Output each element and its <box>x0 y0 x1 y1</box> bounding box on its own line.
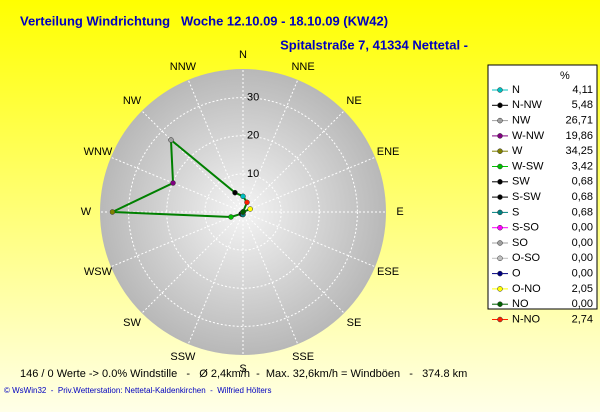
r-tick-label: 10 <box>247 168 259 180</box>
legend-value: 2,74 <box>572 313 593 325</box>
axis-label: E <box>396 206 403 218</box>
legend-label: S-SW <box>512 191 541 203</box>
axis-label: N <box>239 49 247 61</box>
grid-ring <box>204 173 282 251</box>
point <box>244 199 250 206</box>
grid-ring <box>128 97 358 327</box>
axis-label: ENE <box>377 146 400 158</box>
legend-marker <box>497 163 503 170</box>
credits: © WsWin32 - Priv.Wetterstation: Nettetal… <box>4 386 271 395</box>
legend-value: 5,48 <box>572 99 593 111</box>
legend-value: 3,42 <box>572 160 593 172</box>
legend-value: 0,00 <box>572 268 593 280</box>
axis-label: SE <box>347 317 362 329</box>
legend-title: % <box>560 70 570 82</box>
legend-marker <box>497 224 503 231</box>
axis-label: WNW <box>84 146 113 158</box>
legend-label: S-SO <box>512 222 539 234</box>
point <box>170 180 176 186</box>
legend-marker <box>497 255 503 262</box>
axis-label: NNW <box>170 61 197 73</box>
point <box>109 209 116 215</box>
legend-marker <box>497 270 503 277</box>
legend-value: 2,05 <box>572 283 593 295</box>
axis-label: NE <box>346 95 361 107</box>
legend-value: 26,71 <box>565 115 593 127</box>
legend-marker <box>497 102 503 109</box>
legend-label: O-NO <box>512 283 541 295</box>
point <box>168 137 174 143</box>
legend-label: NW <box>512 115 531 127</box>
legend-label: O <box>512 268 521 280</box>
axis-label: NW <box>123 95 142 107</box>
legend-marker <box>497 301 503 307</box>
legend-label: N-NO <box>512 313 541 325</box>
legend-value: 4,11 <box>572 84 593 96</box>
legend-value: 0,00 <box>572 252 593 264</box>
legend-value: 19,86 <box>565 130 593 142</box>
legend-label: SO <box>512 237 528 249</box>
legend-marker <box>497 133 503 139</box>
legend-marker <box>497 87 503 93</box>
legend-value: 0,68 <box>572 191 593 203</box>
legend-label: N <box>512 84 520 96</box>
axis-label: WSW <box>84 266 113 278</box>
legend-marker <box>497 316 503 323</box>
axis-label: W <box>81 206 92 218</box>
legend-value: 0,68 <box>572 176 593 188</box>
legend-label: S <box>512 206 519 218</box>
point <box>228 214 234 220</box>
footer: 146 / 0 Werte -> 0.0% Windstille - Ø 2,4… <box>20 368 467 380</box>
point <box>240 209 246 215</box>
r-tick-label: 30 <box>247 92 259 104</box>
axis-label: SSW <box>170 351 196 363</box>
legend-marker <box>497 209 503 216</box>
legend-label: SW <box>512 176 530 188</box>
chart-subtitle: Spitalstraße 7, 41334 Nettetal - <box>280 37 468 52</box>
grid-ring <box>166 135 320 289</box>
legend-value: 0,00 <box>572 222 593 234</box>
legend-marker <box>497 179 503 185</box>
legend-marker <box>497 148 503 154</box>
legend-marker <box>497 117 503 124</box>
legend-value: 0,68 <box>572 206 593 218</box>
axis-label: ESE <box>377 266 399 278</box>
legend-label: O-SO <box>512 252 541 264</box>
legend-label: NO <box>512 298 529 310</box>
legend-label: W-NW <box>512 130 545 142</box>
chart-title: Verteilung Windrichtung Woche 12.10.09 -… <box>20 13 388 28</box>
legend-label: W <box>512 145 523 157</box>
legend-marker <box>497 194 503 200</box>
axis-label: SW <box>123 317 141 329</box>
legend-value: 0,00 <box>572 237 593 249</box>
legend-marker <box>497 240 503 246</box>
legend-value: 0,00 <box>572 298 593 310</box>
legend-value: 34,25 <box>565 145 593 157</box>
point <box>240 193 246 200</box>
point <box>247 206 253 212</box>
axis-label: NNE <box>291 61 314 73</box>
legend-label: W-SW <box>512 160 544 172</box>
axis-label: S <box>239 363 246 375</box>
axis-label: SSE <box>292 351 314 363</box>
legend-label: N-NW <box>512 99 543 111</box>
legend-marker <box>497 286 503 292</box>
r-tick-label: 20 <box>247 130 259 142</box>
point <box>232 189 238 196</box>
